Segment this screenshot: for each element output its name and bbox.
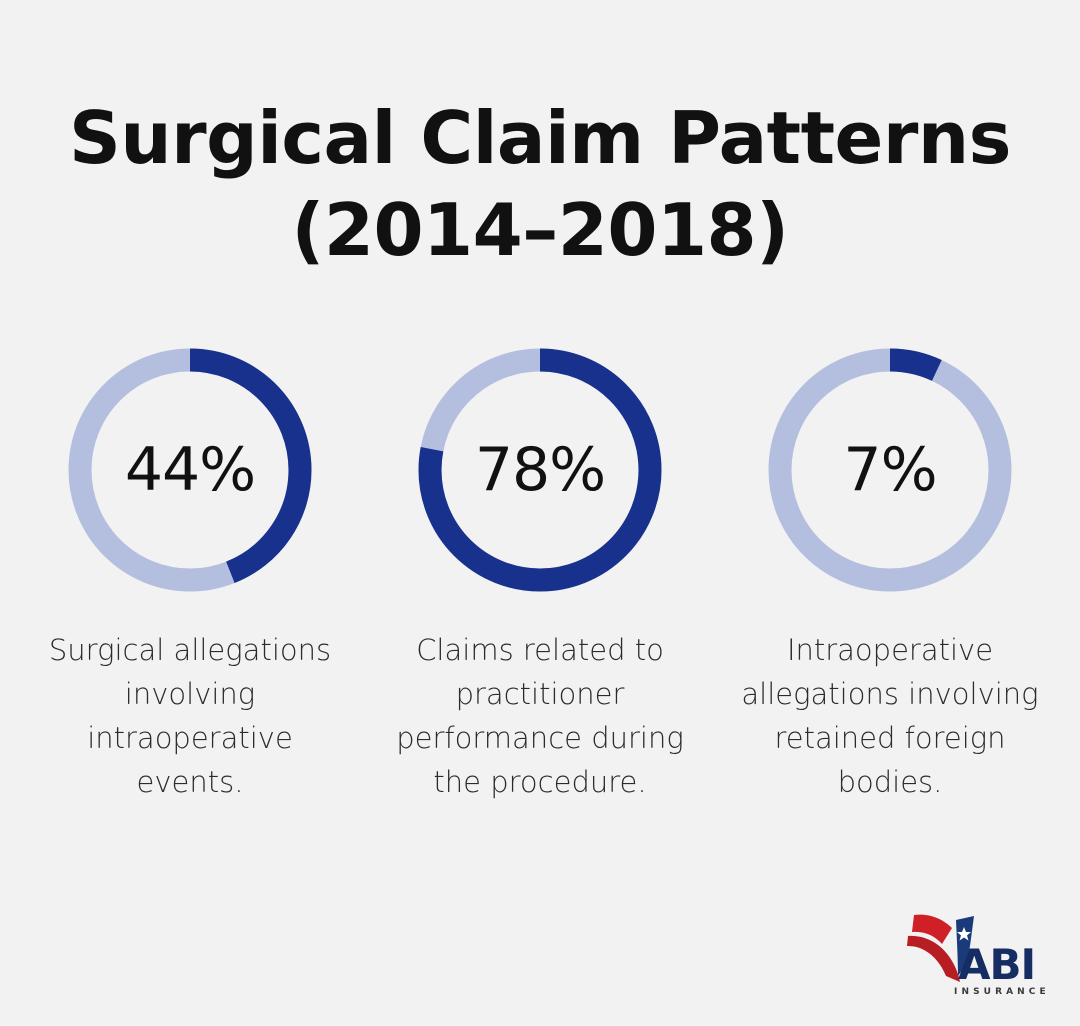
logo-red-wing-upper-icon — [912, 914, 952, 944]
donut-svg-2 — [418, 348, 662, 592]
abi-insurance-logo: ABI INSURANCE — [898, 902, 1064, 998]
donut-svg-1 — [68, 348, 312, 592]
logo-tagline-text: INSURANCE — [954, 987, 1050, 997]
logo-blue-flag-icon — [956, 916, 974, 976]
stat-item: 78% Claims related to practitioner perfo… — [365, 348, 715, 804]
stats-row: 44% Surgical allegations involving intra… — [0, 348, 1080, 804]
donut-svg-3 — [768, 348, 1012, 592]
stat-caption-2: Claims related to practitioner performan… — [396, 633, 684, 799]
logo-svg: ABI INSURANCE — [907, 914, 1050, 997]
donut-chart-1: 44% — [68, 348, 312, 592]
stat-item: 44% Surgical allegations involving intra… — [15, 348, 365, 804]
page-title: Surgical Claim Patterns (2014–2018) — [0, 92, 1080, 276]
title-line-1: Surgical Claim Patterns — [69, 96, 1011, 180]
donut-label-3: 7% — [843, 435, 937, 505]
stat-item: 7% Intraoperative allegations involving … — [715, 348, 1065, 804]
donut-label-2: 78% — [474, 435, 606, 505]
donut-label-1: 44% — [124, 435, 256, 505]
logo-star-icon — [957, 927, 971, 941]
donut-chart-3: 7% — [768, 348, 1012, 592]
donut-chart-2: 78% — [418, 348, 662, 592]
title-line-2: (2014–2018) — [291, 188, 789, 272]
logo-red-wing-lower-icon — [907, 935, 960, 982]
stat-caption-1: Surgical allegations involving intraoper… — [48, 633, 332, 799]
stat-caption-3: Intraoperative allegations involving ret… — [741, 633, 1039, 799]
donut-value-arc-2 — [418, 348, 662, 592]
donut-value-arc-1 — [68, 348, 312, 592]
logo-brand-text: ABI — [958, 940, 1035, 989]
donut-value-arc-3 — [768, 348, 1012, 592]
